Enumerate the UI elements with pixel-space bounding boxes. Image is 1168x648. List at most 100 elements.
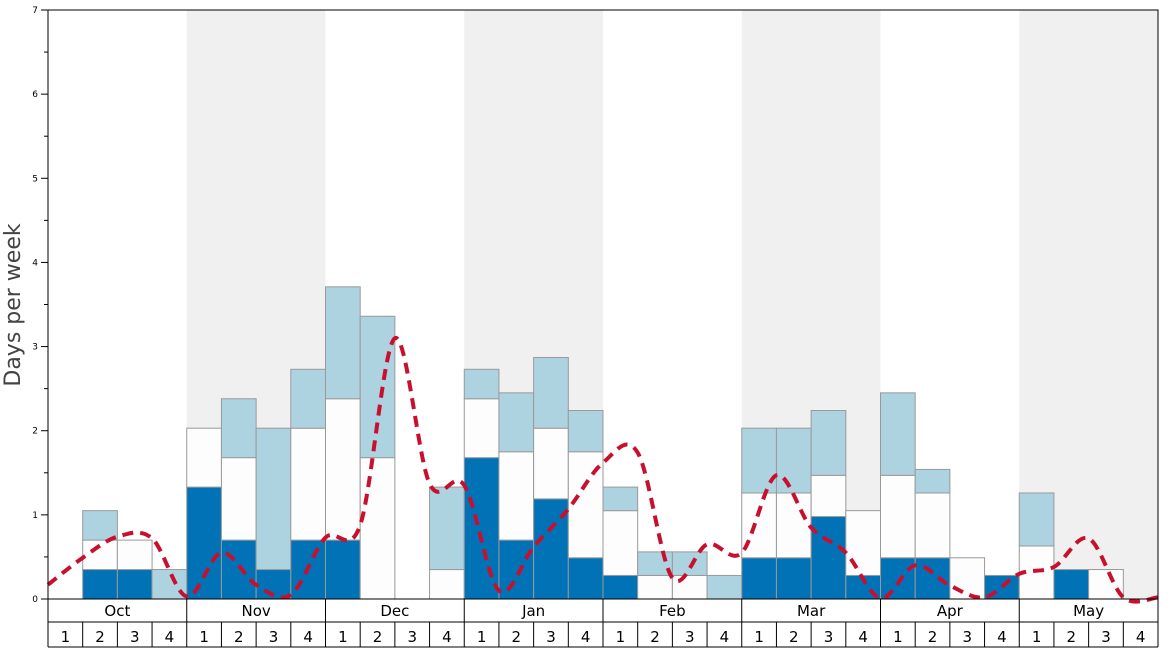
bar-segment	[533, 357, 569, 429]
bar-segment	[602, 486, 639, 512]
bar-segment	[949, 557, 986, 600]
week-label: 2	[95, 628, 105, 646]
week-label: 4	[997, 628, 1007, 646]
bar-segment	[567, 410, 604, 453]
bar-segment	[82, 510, 118, 541]
bar-segment	[463, 398, 500, 459]
bar-segment	[82, 539, 118, 571]
bar-segment	[741, 557, 777, 600]
week-label: 4	[858, 628, 868, 646]
bar-segment	[671, 574, 708, 600]
bar-segment	[845, 510, 881, 576]
week-label: 2	[928, 628, 938, 646]
bar-segment	[255, 427, 292, 571]
week-label: 3	[1101, 628, 1111, 646]
week-label: 4	[442, 628, 452, 646]
bar-segment	[567, 557, 604, 600]
trend-line	[46, 336, 1159, 604]
week-label: 1	[477, 628, 487, 646]
week-label: 4	[581, 628, 591, 646]
y-tick-label: 7	[32, 6, 38, 16]
week-label: 3	[962, 628, 972, 646]
y-tick-label: 6	[32, 90, 38, 100]
week-label: 1	[754, 628, 764, 646]
week-label: 2	[789, 628, 799, 646]
week-label: 3	[546, 628, 556, 646]
month-label: Nov	[241, 602, 270, 620]
bar-segment	[186, 486, 222, 600]
bar-segment	[880, 392, 916, 476]
week-label: 1	[616, 628, 626, 646]
bar-segment	[914, 468, 951, 494]
bar-segment	[429, 569, 465, 600]
bar-segment	[533, 427, 569, 500]
bar-segment	[290, 427, 326, 541]
week-label: 4	[165, 628, 175, 646]
week-label: 4	[303, 628, 313, 646]
week-label: 1	[61, 628, 71, 646]
bar-segment	[671, 551, 708, 576]
bar-segment	[1088, 569, 1124, 600]
bar-segment	[116, 569, 153, 600]
bar-segment	[186, 427, 222, 488]
month-label: May	[1073, 602, 1104, 620]
week-label: 1	[199, 628, 209, 646]
y-tick-label: 4	[32, 258, 38, 268]
bar-segment	[914, 492, 951, 559]
bar-segment	[498, 392, 535, 453]
bar-segment	[498, 451, 535, 541]
bar-segment	[325, 539, 361, 600]
axes: 0 1 2 3 4 5 6 7 Oct Nov Dec Jan Feb Mar Apr May 1 2 3 4 1 2 3 4…	[32, 6, 1159, 648]
y-axis-label: Days per week	[1, 223, 26, 386]
week-label: 2	[1067, 628, 1077, 646]
bar-segment	[325, 398, 361, 541]
y-tick-label: 1	[32, 511, 38, 521]
bar-segment	[706, 574, 743, 600]
bar-segment	[290, 368, 326, 429]
bar-segment	[359, 315, 396, 459]
y-tick-label: 3	[32, 343, 38, 353]
week-label: 3	[269, 628, 279, 646]
bar-segment	[359, 457, 396, 600]
y-tick-label: 0	[32, 595, 38, 605]
bar-segment	[775, 492, 812, 559]
week-label: 3	[130, 628, 140, 646]
bar-segment	[602, 510, 639, 576]
bar-segment	[429, 486, 465, 571]
bar-segment	[810, 474, 847, 518]
week-label: 3	[685, 628, 695, 646]
bar-segment	[914, 557, 951, 600]
bar-segment	[220, 398, 257, 459]
month-label: Mar	[797, 602, 826, 620]
week-label: 4	[1136, 628, 1146, 646]
bar-segment	[880, 474, 916, 559]
bar-segment	[637, 574, 673, 600]
bar-segment	[463, 457, 500, 600]
y-tick-label: 5	[32, 174, 38, 184]
bar-segment	[775, 557, 812, 600]
bar-segment	[602, 574, 639, 600]
week-label: 1	[1032, 628, 1042, 646]
bar-segment	[82, 569, 118, 600]
bar-segment	[880, 557, 916, 600]
week-label: 4	[720, 628, 730, 646]
week-label: 3	[824, 628, 834, 646]
bar-segment	[116, 539, 153, 571]
bar-segment	[498, 539, 535, 600]
bar-segment	[325, 286, 361, 400]
month-label: Oct	[104, 602, 130, 620]
trend-line-path	[46, 336, 1159, 604]
bar-segment	[1053, 569, 1090, 600]
bar-segment	[463, 368, 500, 400]
bar-segment	[1018, 492, 1055, 547]
bar-segment	[220, 539, 257, 600]
bar-segment	[220, 457, 257, 541]
month-label: Apr	[937, 602, 964, 620]
bar-segment	[810, 516, 847, 600]
week-label: 2	[512, 628, 522, 646]
week-label: 2	[373, 628, 383, 646]
y-tick-label: 2	[32, 427, 38, 437]
month-label: Feb	[659, 602, 686, 620]
week-label: 3	[407, 628, 417, 646]
bar-segment	[775, 427, 812, 494]
